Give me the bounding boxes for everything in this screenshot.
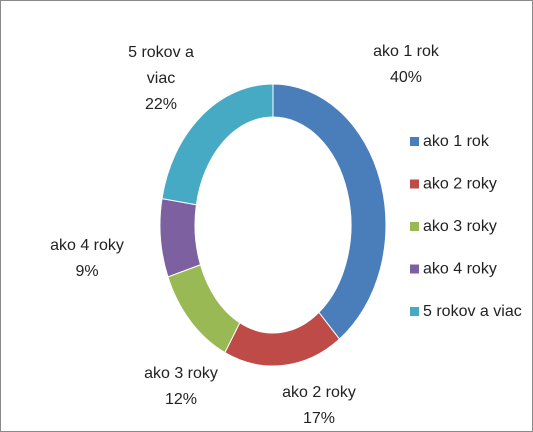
legend-swatch bbox=[410, 179, 419, 189]
donut-segment bbox=[161, 83, 274, 206]
legend-label: 5 rokov a viac bbox=[423, 303, 522, 320]
value-label: 9% bbox=[75, 263, 99, 280]
value-label: 22% bbox=[144, 96, 178, 113]
category-label: ako 2 roky bbox=[282, 384, 356, 401]
legend-swatch bbox=[410, 307, 419, 316]
category-label: ako 1 rok bbox=[373, 43, 439, 60]
data-label: ako 3 roky 12% bbox=[133, 361, 229, 413]
legend-label: ako 4 roky bbox=[423, 261, 497, 278]
legend-label: ako 1 rok bbox=[423, 133, 490, 150]
legend-label: ako 2 roky bbox=[423, 176, 497, 193]
donut-segment bbox=[272, 83, 387, 340]
donut-segment bbox=[167, 264, 241, 354]
data-label: ako 4 roky 9% bbox=[39, 233, 135, 285]
value-label: 40% bbox=[389, 69, 423, 86]
legend-swatch bbox=[410, 137, 419, 146]
legend-swatch bbox=[410, 264, 419, 274]
data-label: 5 rokov a viac 22% bbox=[118, 40, 204, 118]
legend-label: ako 3 roky bbox=[423, 218, 497, 235]
category-label: ako 4 roky bbox=[50, 237, 124, 254]
data-label: ako 1 rok 40% bbox=[358, 39, 454, 91]
data-label: ako 2 roky 17% bbox=[271, 380, 367, 431]
donut-segment bbox=[224, 311, 341, 367]
donut-segment bbox=[159, 197, 202, 278]
value-label: 17% bbox=[302, 410, 336, 427]
value-label: 12% bbox=[164, 391, 198, 408]
category-label: 5 rokov a viac bbox=[128, 44, 194, 87]
legend-swatch bbox=[410, 222, 419, 231]
category-label: ako 3 roky bbox=[144, 365, 218, 382]
